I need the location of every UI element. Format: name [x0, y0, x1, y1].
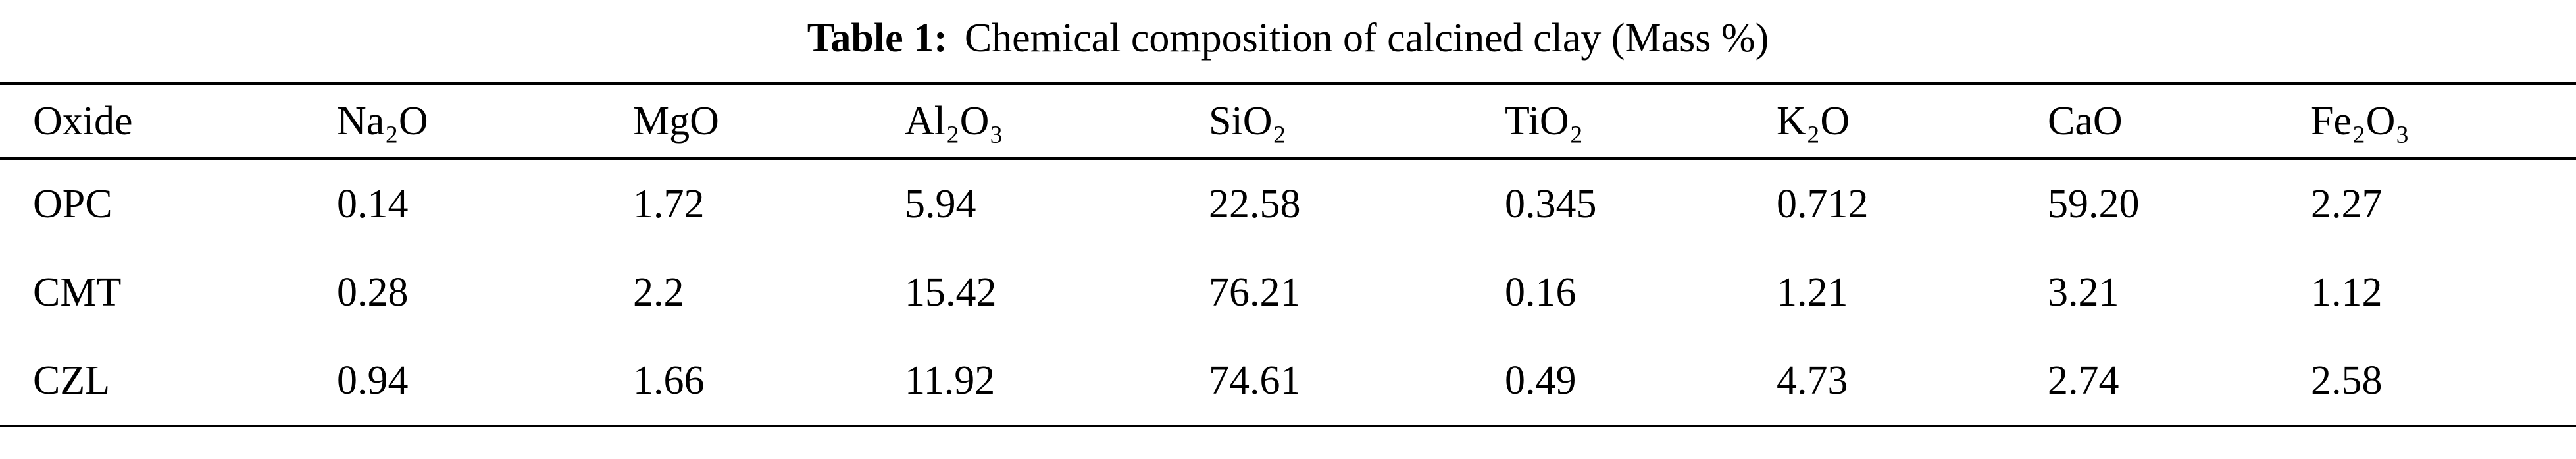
header-cell-oxide: Oxide — [0, 82, 337, 161]
table-caption-label: Table 1: — [807, 16, 947, 61]
value-cell: 11.92 — [905, 337, 1209, 428]
value-cell: 1.21 — [1777, 269, 1848, 315]
table-row: CZL 0.94 1.66 11.92 74.61 0.49 4.73 2.74… — [0, 337, 2576, 428]
value-cell: 0.712 — [1777, 181, 1869, 227]
value-cell: 0.28 — [337, 269, 409, 315]
row-label: CZL — [0, 337, 337, 428]
header-cell-k2o: K₂O — [1777, 82, 2048, 161]
table-header-row: Oxide Na₂O MgO Al₂O₃ SiO₂ TiO₂ K₂O CaO F… — [0, 82, 2576, 161]
value-cell: 4.73 — [1777, 337, 2048, 428]
value-cell: 2.2 — [633, 269, 684, 315]
value-cell: 0.94 — [337, 337, 633, 428]
value-cell: 1.12 — [2311, 269, 2383, 315]
table-caption-text: Chemical composition of calcined clay (M… — [964, 16, 1769, 61]
value-cell: 1.66 — [633, 337, 905, 428]
table-row: CMT 0.28 2.2 15.42 76.21 0.16 1.21 3.21 … — [0, 248, 2576, 337]
value-cell: 0.49 — [1505, 337, 1777, 428]
header-cell-cao: CaO — [2048, 82, 2311, 161]
value-cell: 76.21 — [1209, 269, 1301, 315]
value-cell: 22.58 — [1209, 181, 1301, 227]
header-cell-na2o: Na₂O — [337, 82, 633, 161]
value-cell: 59.20 — [2048, 181, 2140, 227]
value-cell: 2.74 — [2048, 337, 2311, 428]
row-label: OPC — [33, 181, 113, 227]
value-cell: 2.27 — [2311, 181, 2383, 227]
header-cell-fe2o3: Fe₂O₃ — [2311, 82, 2576, 161]
header-cell-tio2: TiO₂ — [1505, 82, 1777, 161]
header-cell-mgo: MgO — [633, 82, 905, 161]
value-cell: 0.14 — [337, 181, 409, 227]
header-cell-sio2: SiO₂ — [1209, 82, 1505, 161]
value-cell: 1.72 — [633, 181, 705, 227]
chemical-composition-table: Oxide Na₂O MgO Al₂O₃ SiO₂ TiO₂ K₂O CaO F… — [0, 82, 2576, 428]
value-cell: 3.21 — [2048, 269, 2119, 315]
table-caption: Table 1: Chemical composition of calcined… — [0, 0, 2576, 82]
row-label: CMT — [33, 269, 122, 315]
value-cell: 0.345 — [1505, 181, 1597, 227]
header-cell-al2o3: Al₂O₃ — [905, 82, 1209, 161]
value-cell: 5.94 — [905, 181, 976, 227]
value-cell: 74.61 — [1209, 337, 1505, 428]
value-cell: 0.16 — [1505, 269, 1577, 315]
value-cell: 15.42 — [905, 269, 997, 315]
value-cell: 2.58 — [2311, 337, 2576, 428]
table-row: OPC 0.14 1.72 5.94 22.58 0.345 0.712 59.… — [0, 159, 2576, 248]
